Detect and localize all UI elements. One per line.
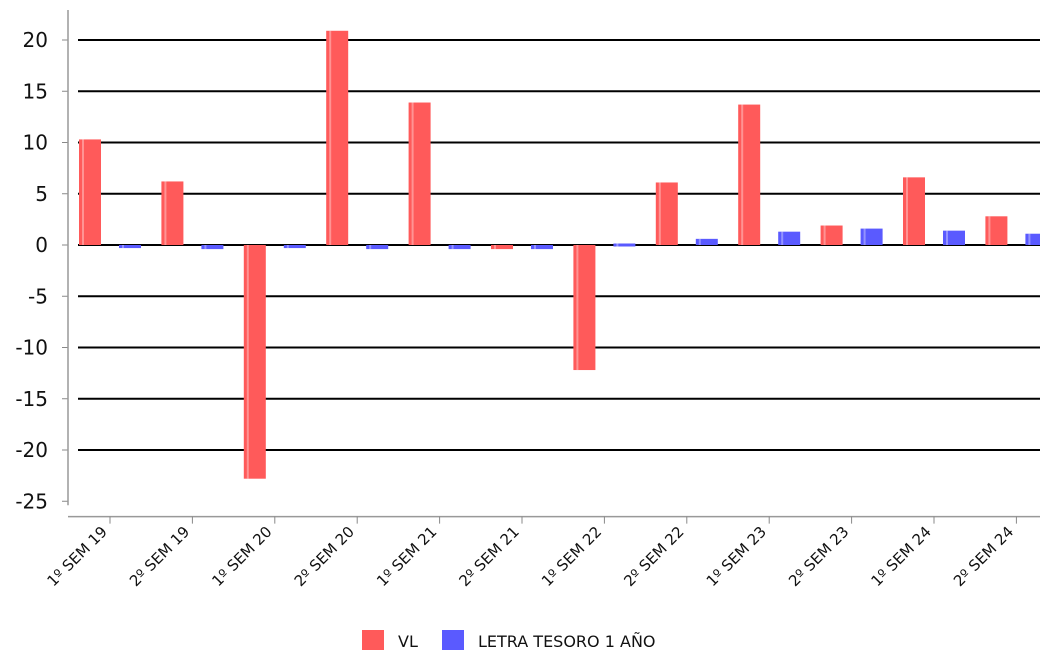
bar-vl-highlight [741, 104, 744, 245]
bar-vl-highlight [823, 225, 826, 245]
bars [79, 30, 1040, 479]
x-tick-label: 1º SEM 23 [703, 523, 770, 590]
x-tick-label: 2º SEM 22 [620, 523, 687, 590]
bar-letra-tesoro [119, 245, 141, 249]
bar-letra-tesoro-highlight [698, 238, 701, 245]
bar-letra-tesoro [613, 243, 636, 247]
x-tick-labels: 1º SEM 19 2º SEM 19 1º SEM 20 2º SEM 20 1º S… [44, 523, 1018, 590]
bar-vl [738, 104, 761, 245]
x-tick-label: 1º SEM 22 [538, 523, 605, 590]
x-tick-label: 1º SEM 19 [44, 523, 111, 590]
bar-letra-tesoro-highlight [286, 245, 289, 249]
bar-vl-highlight [329, 30, 332, 246]
x-tick-label: 2º SEM 24 [950, 523, 1017, 590]
bar-vl [491, 245, 513, 250]
bar-vl-highlight [82, 139, 84, 245]
x-tick-label: 1º SEM 20 [208, 523, 275, 590]
bar-vl [408, 102, 431, 246]
x-tick-label: 1º SEM 24 [868, 523, 935, 590]
legend-swatch-letra-tesoro [442, 630, 464, 650]
legend: VL LETRA TESORO 1 AÑO [362, 630, 656, 651]
bar-letra-tesoro-highlight [451, 245, 454, 250]
bar-vl [161, 181, 184, 245]
x-tick-label: 2º SEM 20 [291, 523, 358, 590]
bar-letra-tesoro-highlight [946, 230, 948, 245]
bar-vl-highlight [658, 182, 661, 245]
bar-letra-tesoro [860, 228, 883, 245]
bar-vl [243, 245, 266, 479]
y-tick-label: -15 [15, 387, 48, 411]
bar-letra-tesoro-highlight [781, 231, 784, 245]
bar-letra-tesoro [201, 245, 224, 250]
bar-letra-tesoro-highlight [369, 245, 372, 250]
x-tick-label: 2º SEM 23 [785, 523, 852, 590]
bar-letra-tesoro [943, 230, 965, 245]
y-tick-label: 10 [23, 131, 48, 155]
bar-vl [985, 216, 1008, 245]
bar-letra-tesoro-highlight [616, 243, 619, 247]
bar-vl-highlight [411, 102, 414, 246]
bar-letra-tesoro-highlight [204, 245, 207, 250]
bar-vl [655, 182, 678, 245]
x-tick-label: 2º SEM 21 [456, 523, 523, 590]
y-tick-label: -20 [15, 438, 48, 462]
y-tick-label: 5 [35, 182, 48, 206]
bar-vl-highlight [164, 181, 167, 245]
gridlines [78, 39, 1040, 451]
legend-label-vl: VL [398, 632, 418, 651]
bar-letra-tesoro [448, 245, 471, 250]
bar-letra-tesoro [778, 231, 801, 245]
bar-letra-tesoro-highlight [122, 245, 124, 249]
y-tick-label: 0 [35, 233, 48, 257]
bar-vl [573, 245, 596, 371]
bar-vl-highlight [576, 245, 579, 371]
y-tick-label: -5 [28, 284, 48, 308]
bar-vl-highlight [906, 177, 908, 245]
bar-letra-tesoro [695, 238, 718, 245]
x-tick-label: 1º SEM 21 [373, 523, 440, 590]
legend-label-letra-tesoro: LETRA TESORO 1 AÑO [478, 632, 656, 651]
legend-swatch-vl [362, 630, 384, 650]
y-tick-label: -10 [15, 336, 48, 360]
bar-letra-tesoro [366, 245, 389, 250]
y-tick-label: 20 [23, 28, 48, 52]
bar-vl [79, 139, 101, 245]
bar-letra-tesoro [283, 245, 306, 249]
bar-vl [903, 177, 925, 245]
x-tick-label: 2º SEM 19 [126, 523, 193, 590]
y-tick-label: 15 [23, 79, 48, 103]
bar-vl [326, 30, 349, 246]
bar-vl-highlight [988, 216, 991, 245]
bar-letra-tesoro [1025, 233, 1040, 245]
axes [62, 10, 1040, 524]
bar-vl [820, 225, 843, 245]
bar-letra-tesoro-highlight [1028, 233, 1031, 245]
y-tick-label: -25 [15, 489, 48, 513]
bar-vl-highlight [494, 245, 496, 250]
bar-letra-tesoro-highlight [534, 245, 536, 250]
bar-vl-highlight [246, 245, 249, 479]
bar-letra-tesoro [531, 245, 553, 250]
y-tick-labels: 20 15 10 5 0 -5 -10 -15 -20 -25 [15, 28, 48, 513]
bar-letra-tesoro-highlight [863, 228, 866, 245]
